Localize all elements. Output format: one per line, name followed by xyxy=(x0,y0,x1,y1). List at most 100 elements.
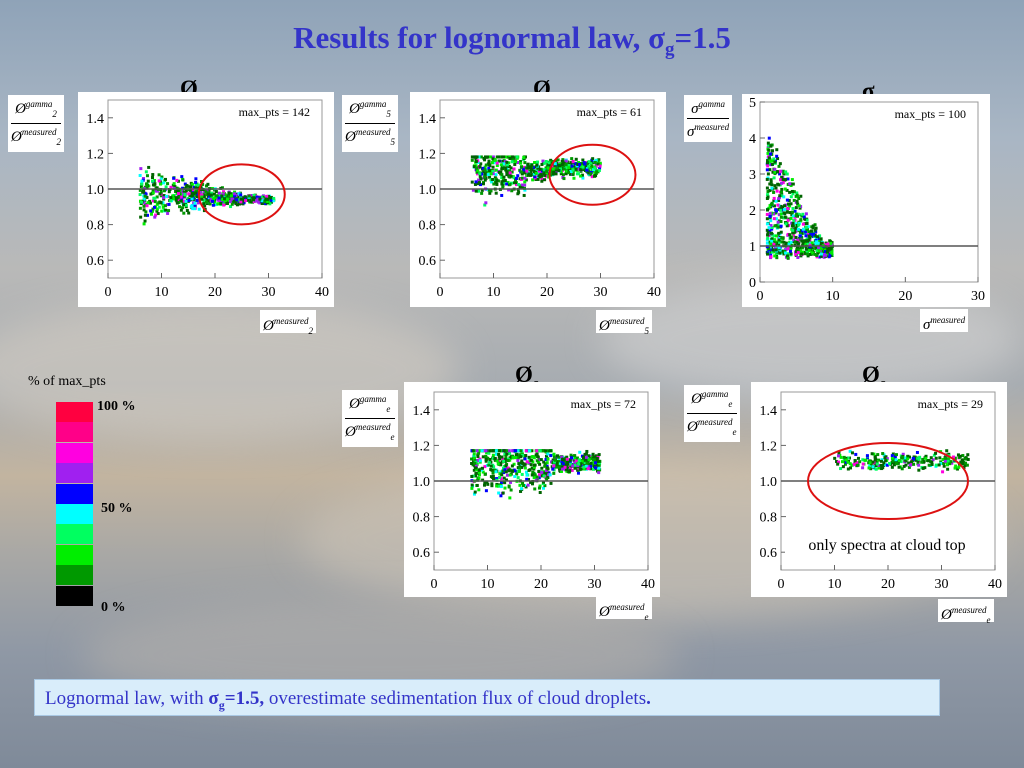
density-cell xyxy=(854,452,858,456)
density-cell xyxy=(500,481,504,485)
density-cell xyxy=(829,241,833,245)
density-cell xyxy=(908,463,912,467)
density-cell xyxy=(542,474,546,478)
density-cell xyxy=(792,198,796,202)
density-cell xyxy=(553,162,557,166)
density-cell xyxy=(772,212,776,216)
density-cell xyxy=(582,465,586,469)
density-cell xyxy=(800,231,804,235)
note-background xyxy=(785,534,989,556)
y-tick-label: 1.2 xyxy=(419,147,437,162)
density-cell xyxy=(767,247,771,251)
density-cell xyxy=(523,457,527,461)
y-tick-label: 1.2 xyxy=(413,439,431,454)
density-cell xyxy=(592,467,596,471)
density-cell xyxy=(801,250,805,254)
density-cell xyxy=(871,465,875,469)
density-cell xyxy=(172,182,176,186)
density-cell xyxy=(546,173,550,177)
density-cell xyxy=(537,171,541,175)
density-cell xyxy=(783,204,787,208)
density-cell xyxy=(546,166,550,170)
density-cell xyxy=(954,464,958,468)
density-cell xyxy=(781,169,785,173)
x-tick-label: 30 xyxy=(588,577,602,592)
density-cell xyxy=(920,460,924,464)
x-tick-label: 20 xyxy=(534,577,548,592)
density-cell xyxy=(536,177,540,181)
density-cell xyxy=(510,170,514,174)
density-cell xyxy=(580,459,584,463)
density-cell xyxy=(897,465,901,469)
density-cell xyxy=(856,463,860,467)
density-cell xyxy=(865,454,869,458)
y-tick-label: 0.8 xyxy=(87,219,105,234)
density-cell xyxy=(873,454,877,458)
density-cell xyxy=(503,468,507,472)
density-cell xyxy=(815,249,819,253)
density-cell xyxy=(778,162,782,166)
density-cell xyxy=(589,461,593,465)
density-cell xyxy=(527,165,531,169)
density-cell xyxy=(779,178,783,182)
density-cell xyxy=(195,195,199,199)
density-cell xyxy=(177,201,181,205)
density-cell xyxy=(545,477,549,481)
density-cell xyxy=(523,176,527,180)
highlight-circle xyxy=(548,143,637,206)
density-cell xyxy=(242,201,246,205)
density-cell xyxy=(773,238,777,242)
colorbar-swatch xyxy=(56,524,93,545)
density-cell xyxy=(569,161,573,165)
density-cell xyxy=(524,470,528,474)
density-cell xyxy=(770,149,774,153)
density-cell xyxy=(233,194,237,198)
density-cell xyxy=(765,177,769,181)
density-cell xyxy=(559,462,563,466)
density-cell xyxy=(523,180,527,184)
density-cell xyxy=(508,155,512,159)
density-cell xyxy=(793,209,797,213)
density-cell xyxy=(803,217,807,221)
x-tick-label: 0 xyxy=(757,289,764,304)
density-cell xyxy=(537,486,541,490)
density-cell xyxy=(483,175,487,179)
density-cell xyxy=(212,192,216,196)
density-cell xyxy=(805,228,809,232)
density-cell xyxy=(578,450,582,454)
density-cell xyxy=(828,254,832,258)
density-cell xyxy=(486,482,490,486)
density-cell xyxy=(147,165,151,169)
density-cell xyxy=(836,462,840,466)
density-cell xyxy=(514,160,518,164)
density-cell xyxy=(497,155,501,159)
density-cell xyxy=(774,217,778,221)
density-cell xyxy=(188,188,192,192)
density-cell xyxy=(518,185,522,189)
density-cell xyxy=(531,470,535,474)
density-cell xyxy=(786,177,790,181)
density-cell xyxy=(525,473,529,477)
density-cell xyxy=(557,467,561,471)
density-cell xyxy=(873,459,877,463)
density-cell xyxy=(790,189,794,193)
density-cell xyxy=(791,214,795,218)
density-cell xyxy=(945,463,949,467)
density-cell xyxy=(500,193,504,197)
density-cell xyxy=(844,460,848,464)
density-cell xyxy=(543,161,547,165)
density-cell xyxy=(585,168,589,172)
density-cell xyxy=(478,172,482,176)
density-cell xyxy=(766,145,770,149)
density-cell xyxy=(476,453,480,457)
y-tick-label: 2 xyxy=(749,204,756,219)
density-cell xyxy=(517,462,521,466)
density-cell xyxy=(775,154,779,158)
density-cell xyxy=(956,453,960,457)
density-cell xyxy=(532,476,536,480)
density-cell xyxy=(574,167,578,171)
density-cell xyxy=(185,184,189,188)
density-cell xyxy=(491,471,495,475)
density-cell xyxy=(527,461,531,465)
density-cell xyxy=(493,457,497,461)
